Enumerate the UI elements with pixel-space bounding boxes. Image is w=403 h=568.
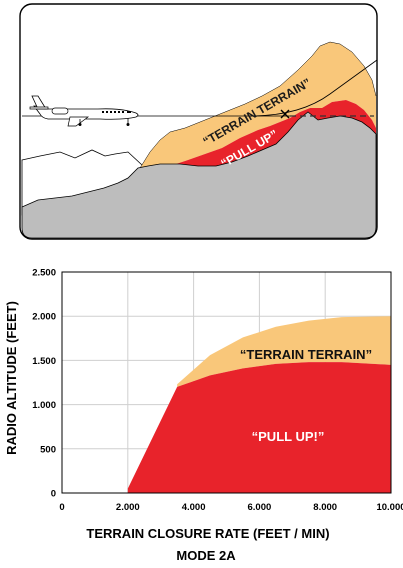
caution-region	[177, 316, 391, 387]
x-tick-label: 0	[59, 502, 64, 513]
x-tick-label: 8.000	[313, 502, 337, 513]
y-tick-label: 2.000	[32, 312, 56, 323]
y-tick-label: 1.500	[32, 356, 56, 367]
y-axis-label: RADIO ALTITUDE (FEET)	[4, 301, 19, 455]
chart-pull-up-label: “PULL UP!”	[252, 429, 325, 444]
x-tick-label: 4.000	[182, 502, 206, 513]
y-tick-label: 2.500	[32, 268, 56, 279]
y-tick-label: 1.000	[32, 400, 56, 411]
y-tick-label: 500	[40, 444, 56, 455]
intersection-mark	[280, 109, 290, 119]
caution-band	[140, 42, 376, 170]
x-tick-label: 6.000	[248, 502, 272, 513]
warning-band	[140, 100, 376, 170]
foreground-terrain	[21, 111, 377, 239]
x-axis-label: TERRAIN CLOSURE RATE (FEET / MIN)	[86, 526, 329, 541]
y-tick-label: 0	[51, 489, 56, 500]
chart-terrain-terrain-label: “TERRAIN TERRAIN”	[240, 347, 372, 362]
y-tick-labels: 0 500 1.000 1.500 2.000 2.500	[32, 268, 56, 500]
plot-border	[61, 271, 392, 494]
mode-2a-chart: 0 2.000 4.000 6.000 8.000 10.000 0 500 1.000 1.5…	[4, 268, 403, 564]
x-tick-label: 2.000	[116, 502, 140, 513]
chart-title: MODE 2A	[176, 548, 236, 563]
x-tick-labels: 0 2.000 4.000 6.000 8.000 10.000	[59, 502, 403, 513]
warning-region	[127, 362, 392, 493]
terrain-scene: “TERRAIN TERRAIN” “PULL UP”	[19, 3, 378, 240]
x-tick-label: 10.000	[376, 502, 403, 513]
aircraft-icon	[29, 95, 139, 127]
pull-up-trajectory	[249, 59, 378, 117]
caution-band-outline	[139, 41, 377, 169]
